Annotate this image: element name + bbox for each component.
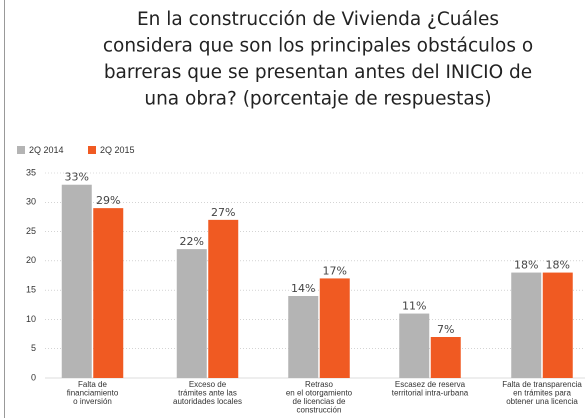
bar xyxy=(93,208,124,378)
value-label: 22% xyxy=(180,235,204,248)
x-tick-label-line: Falta de xyxy=(78,380,107,389)
x-tick-label: Exceso de trámites ante las autoridades lo… xyxy=(173,380,242,406)
y-tick-label: 20 xyxy=(26,255,36,265)
bar xyxy=(319,278,350,378)
x-tick-label-line: Escasez de reserva xyxy=(395,380,466,389)
x-tick-label-line: trámites ante las xyxy=(178,389,237,398)
x-tick-label-line: Retraso xyxy=(305,380,334,389)
x-tick-label-line: en trámites para xyxy=(513,389,571,398)
value-label: 7% xyxy=(437,323,454,336)
value-label: 18% xyxy=(546,259,570,272)
x-tick-label: Retraso en el otorgamiento de licencias de… xyxy=(286,380,353,415)
x-tick-label-line: autoridades locales xyxy=(173,397,242,406)
bar xyxy=(542,272,573,378)
chart-title: En la construcción de Vivienda ¿Cuáles xyxy=(137,9,499,30)
x-tick-label: Escasez de reserva territorial intra-urba… xyxy=(392,380,469,398)
chart-title: una obra? (porcentaje de respuestas) xyxy=(144,89,491,110)
y-tick-label: 30 xyxy=(26,197,36,207)
y-tick-label: 35 xyxy=(26,167,36,177)
value-label: 17% xyxy=(323,264,347,277)
bar xyxy=(208,219,239,378)
legend-swatch xyxy=(17,146,25,154)
x-tick-label-line: en el otorgamiento xyxy=(286,389,353,398)
x-tick-label: Falta de transparencia en trámites para ob… xyxy=(502,380,582,406)
y-tick-label: 0 xyxy=(31,372,36,382)
value-label: 11% xyxy=(402,300,426,313)
x-tick-label-line: construcción xyxy=(297,406,342,415)
bar xyxy=(288,296,319,378)
bar xyxy=(430,337,461,378)
bar xyxy=(61,184,92,378)
x-tick-label: Falta de financiamiento o inversión xyxy=(67,380,119,406)
x-tick-label-line: Exceso de xyxy=(189,380,227,389)
x-tick-label-line: Falta de transparencia xyxy=(502,380,582,389)
legend-label: 2Q 2015 xyxy=(100,145,135,155)
value-label: 29% xyxy=(96,194,120,207)
y-tick-label: 10 xyxy=(26,314,36,324)
value-label: 33% xyxy=(65,171,89,184)
y-tick-label: 15 xyxy=(26,285,36,295)
x-tick-label-line: obtener una licencia xyxy=(506,397,578,406)
legend-swatch xyxy=(88,146,96,154)
x-tick-label-line: de licencias de xyxy=(293,397,346,406)
y-tick-label: 25 xyxy=(26,226,36,236)
bar xyxy=(511,272,542,378)
bar xyxy=(399,313,430,378)
value-label: 27% xyxy=(211,206,235,219)
x-tick-label-line: financiamiento xyxy=(67,389,119,398)
y-tick-label: 5 xyxy=(31,343,36,353)
bar xyxy=(176,249,207,378)
chart-title: barreras que se presentan antes del INIC… xyxy=(104,62,532,83)
x-tick-label-line: o inversión xyxy=(73,397,112,406)
value-label: 18% xyxy=(514,259,538,272)
x-tick-label-line: territorial intra-urbana xyxy=(392,389,469,398)
legend-label: 2Q 2014 xyxy=(29,145,64,155)
value-label: 14% xyxy=(291,282,315,295)
chart-title: considera que son los principales obstác… xyxy=(103,36,533,57)
